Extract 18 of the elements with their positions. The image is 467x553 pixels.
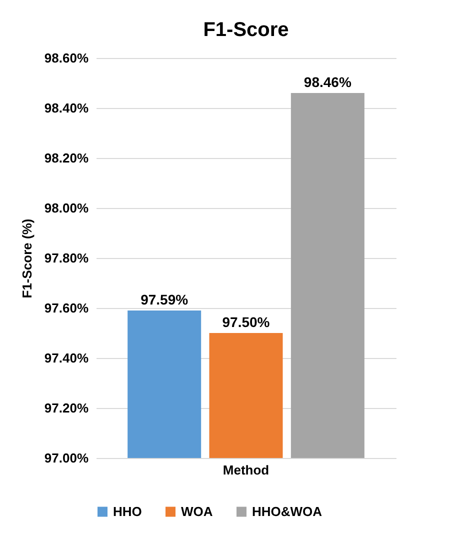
y-tick-label: 97.20% xyxy=(44,400,89,416)
x-tick-label: Method xyxy=(222,462,270,478)
y-tick-label: 98.60% xyxy=(44,50,89,66)
chart-title: F1-Score xyxy=(203,19,289,41)
y-tick-label: 98.00% xyxy=(44,200,89,216)
legend-label: WOA xyxy=(181,504,214,519)
y-tick-label: 98.40% xyxy=(44,100,89,116)
data-label: 97.50% xyxy=(222,314,270,330)
data-label: 98.46% xyxy=(304,74,352,90)
y-tick-label: 97.60% xyxy=(44,300,89,316)
legend-label: HHO&WOA xyxy=(252,504,323,519)
y-tick-label: 97.00% xyxy=(44,450,89,466)
y-tick-label: 97.40% xyxy=(44,350,89,366)
y-axis-title: F1-Score (%) xyxy=(19,218,34,298)
y-tick-label: 97.80% xyxy=(44,250,89,266)
y-tick-label: 98.20% xyxy=(44,150,89,166)
data-label: 97.59% xyxy=(140,292,189,308)
legend-label: HHO xyxy=(113,504,142,519)
